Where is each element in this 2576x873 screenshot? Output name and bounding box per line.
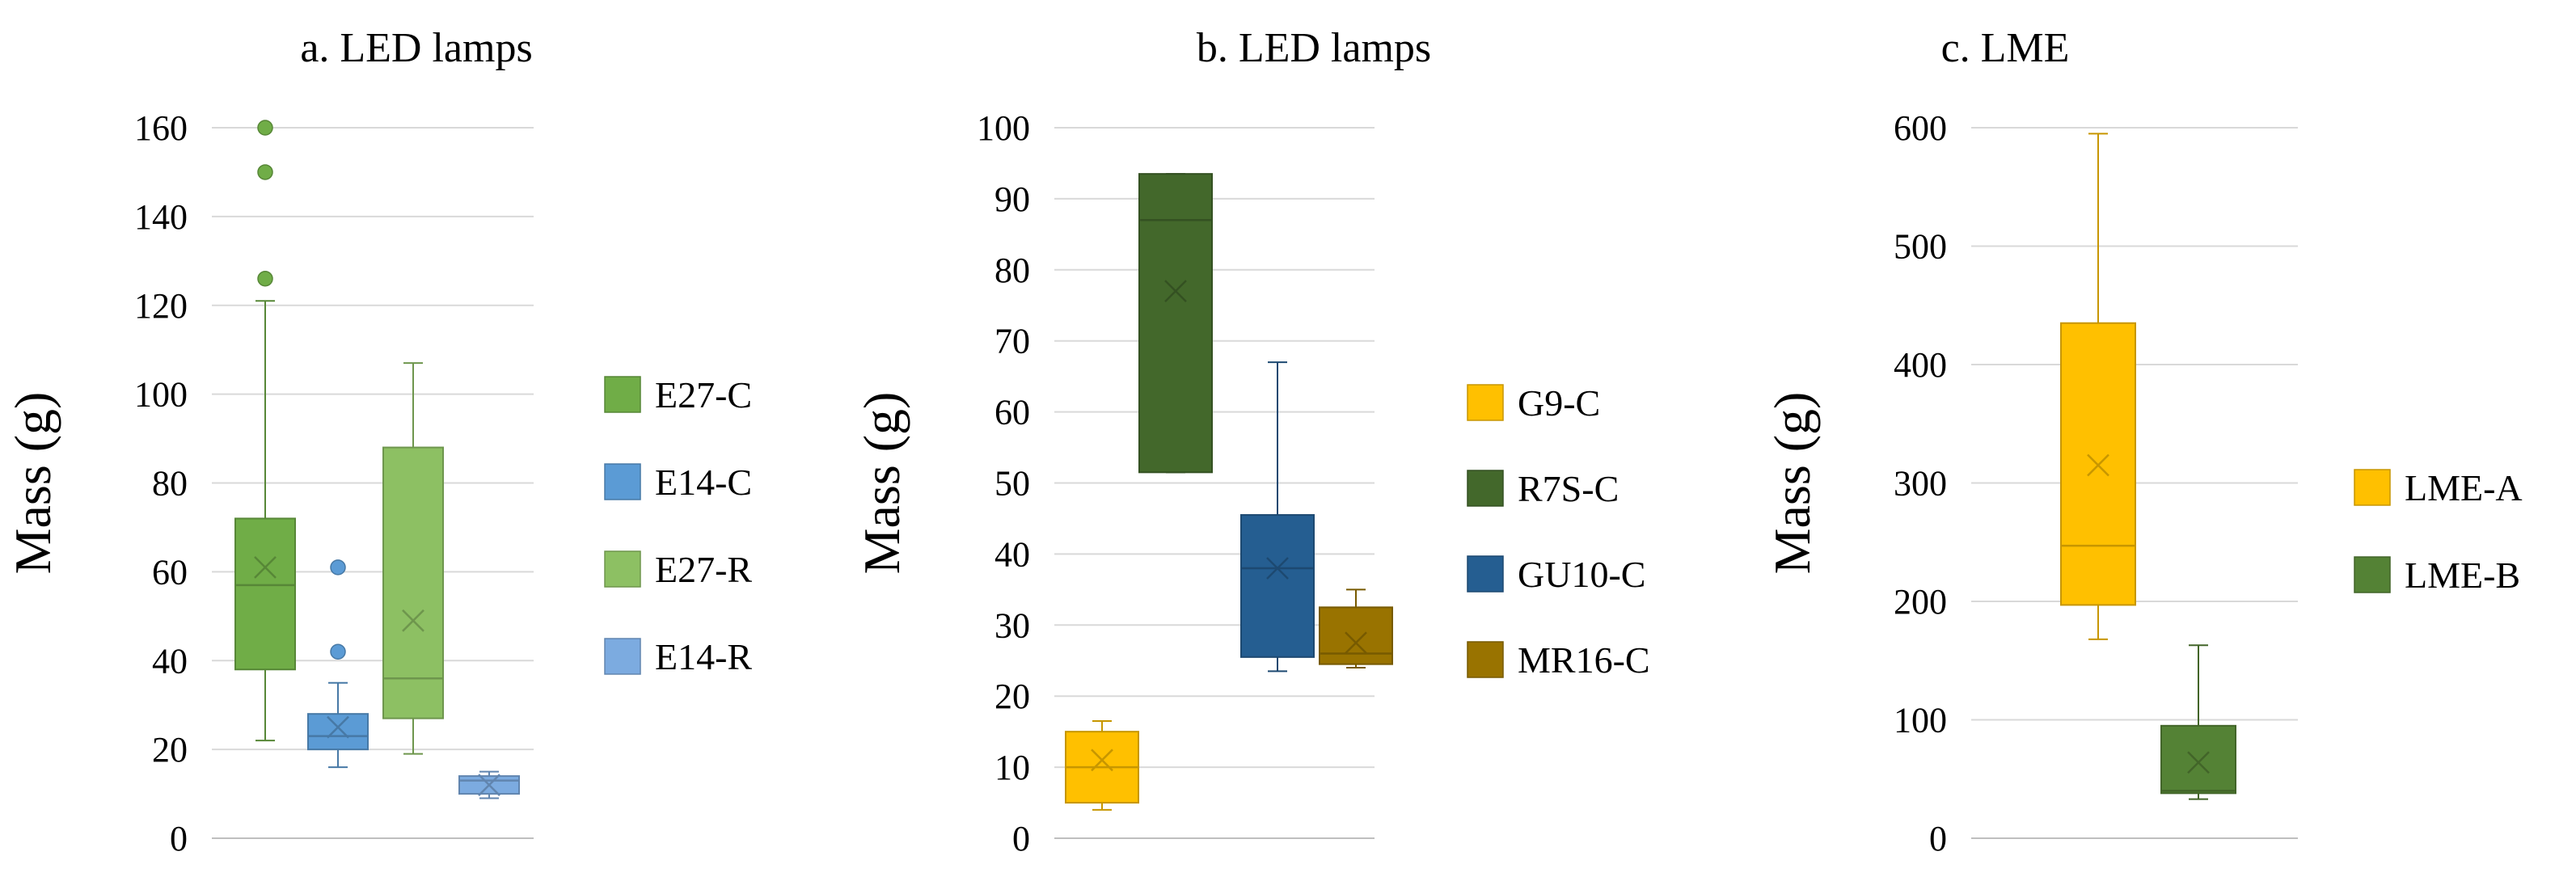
box-r7s-c	[1138, 173, 1213, 474]
mean-marker	[2187, 751, 2210, 774]
chart-title: a. LED lamps	[300, 25, 532, 71]
y-tick-label: 10	[995, 748, 1030, 787]
legend-label: GU10-C	[1518, 554, 1645, 595]
mean-marker	[327, 715, 349, 739]
legend-swatch	[1467, 555, 1504, 593]
y-tick-label: 60	[995, 393, 1030, 432]
box-lme-b	[2160, 644, 2236, 800]
box-iqr	[2160, 724, 2236, 795]
y-tick-label: 80	[995, 251, 1030, 290]
y-tick-label: 100	[977, 108, 1030, 148]
y-tick-label: 20	[995, 677, 1030, 716]
y-tick-label: 160	[134, 108, 188, 148]
y-tick-label: 40	[152, 641, 188, 681]
mean-marker	[254, 555, 277, 579]
legend-swatch	[604, 463, 641, 500]
box-iqr	[1240, 514, 1315, 658]
chart-title: c. LME	[1941, 25, 2070, 71]
y-tick-label: 70	[995, 322, 1030, 361]
mean-marker	[402, 609, 424, 632]
box-iqr	[1138, 173, 1213, 474]
outlier-point	[330, 559, 346, 576]
y-tick-label: 500	[1894, 227, 1947, 267]
y-tick-label: 30	[995, 605, 1030, 645]
outlier-point	[257, 120, 273, 136]
box-e27-r	[382, 362, 444, 755]
legend-swatch	[604, 638, 641, 675]
mean-marker	[478, 774, 500, 796]
legend-label: R7S-C	[1518, 468, 1619, 509]
y-tick-label: 100	[134, 375, 188, 415]
mean-marker	[1091, 749, 1113, 772]
legend-swatch	[1467, 470, 1504, 507]
y-axis-label: Mass (g)	[4, 392, 61, 575]
box-iqr	[382, 446, 444, 719]
y-tick-label: 100	[1894, 701, 1947, 740]
box-gu10-c	[1240, 361, 1315, 673]
y-tick-label: 400	[1894, 345, 1947, 385]
y-tick-label: 0	[1929, 819, 1947, 858]
legend-swatch	[1467, 384, 1504, 421]
legend-label: E14-C	[655, 462, 752, 503]
y-tick-label: 0	[1012, 819, 1030, 858]
mean-marker	[1266, 557, 1289, 580]
box-mr16-c	[1319, 588, 1393, 669]
box-e14-r	[458, 770, 520, 799]
y-tick-label: 300	[1894, 464, 1947, 504]
outlier-point	[330, 643, 346, 660]
outlier-point	[257, 271, 273, 287]
y-tick-label: 90	[995, 179, 1030, 219]
y-tick-label: 40	[995, 534, 1030, 574]
mean-marker	[1164, 280, 1187, 303]
legend-label: E27-R	[655, 549, 752, 590]
legend-swatch	[2354, 556, 2391, 593]
legend-label: E14-R	[655, 636, 752, 677]
y-tick-label: 20	[152, 730, 188, 770]
box-iqr	[307, 713, 369, 751]
box-e14-c	[307, 559, 369, 769]
legend-label: G9-C	[1518, 382, 1600, 424]
box-e27-c	[234, 120, 296, 742]
y-tick-label: 120	[134, 286, 188, 326]
outlier-point	[257, 164, 273, 180]
box-iqr	[234, 517, 296, 671]
y-tick-label: 50	[995, 464, 1030, 504]
y-tick-label: 0	[170, 819, 188, 858]
y-tick-label: 200	[1894, 582, 1947, 622]
mean-marker	[1345, 631, 1367, 655]
y-tick-label: 80	[152, 464, 188, 504]
chart-title: b. LED lamps	[1197, 25, 1431, 71]
mean-marker	[2087, 453, 2109, 477]
box-g9-c	[1065, 719, 1139, 811]
legend-label: MR16-C	[1518, 639, 1650, 681]
legend-label: LME-A	[2405, 467, 2523, 508]
box-iqr	[1319, 606, 1393, 665]
y-tick-label: 60	[152, 552, 188, 592]
y-axis-label: Mass (g)	[1763, 392, 1821, 575]
box-lme-a	[2060, 133, 2136, 640]
chart-panel-1: 0 20 40 60 80 100 120 140 160 a. LED lamps Mass (g…	[4, 25, 752, 858]
legend-swatch	[604, 376, 641, 413]
y-tick-label: 600	[1894, 108, 1947, 148]
y-axis-label: Mass (g)	[853, 392, 910, 575]
legend-label: LME-B	[2405, 555, 2520, 596]
legend-swatch	[604, 550, 641, 588]
legend-swatch	[1467, 641, 1504, 678]
chart-panel-3: 0 100 200 300 400 500 600 c. LME Mass (g) LME-A LM…	[1763, 25, 2523, 858]
chart-panel-2: 0 10 20 30 40 50 60 70 80 90 100 b. LED lamps Mass (…	[853, 25, 1650, 858]
legend-label: E27-C	[655, 374, 752, 415]
legend-swatch	[2354, 469, 2391, 506]
y-tick-label: 140	[134, 197, 188, 237]
